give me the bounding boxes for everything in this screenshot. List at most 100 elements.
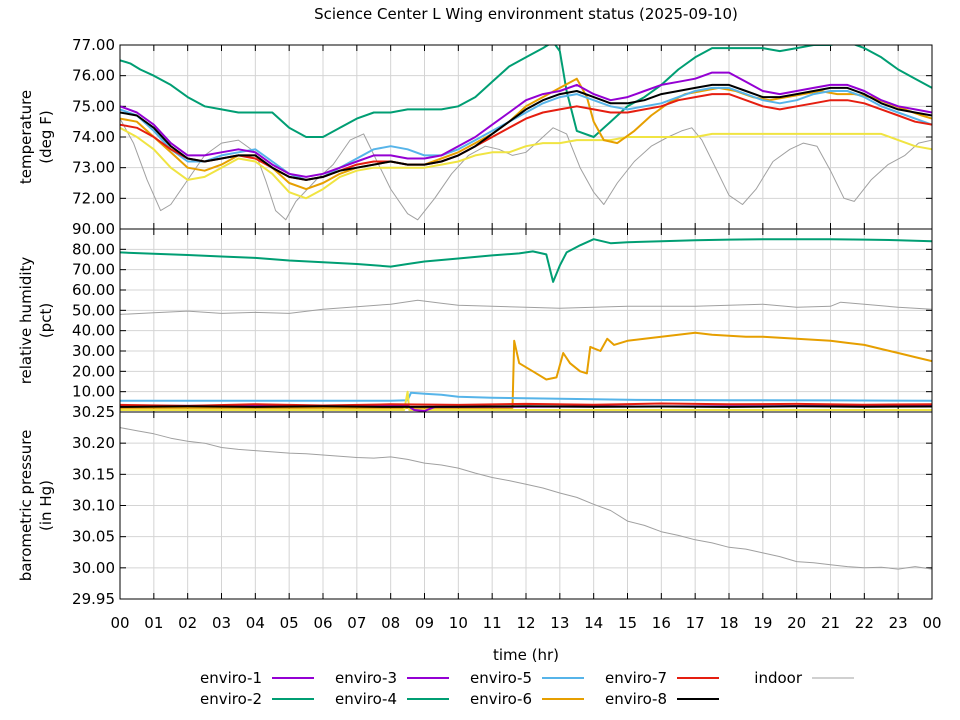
legend-item: enviro-3 — [335, 669, 449, 687]
y-tick-label: 76.00 — [72, 67, 115, 85]
y-tick-label: 40.00 — [72, 322, 115, 340]
x-tick-label: 20 — [787, 614, 806, 632]
y-tick-label: 60.00 — [72, 281, 115, 299]
x-tick-label: 05 — [280, 614, 299, 632]
y-tick-label: 90.00 — [72, 220, 115, 238]
x-tick-label: 04 — [246, 614, 265, 632]
legend-item: enviro-2 — [200, 690, 314, 708]
x-tick-label: 17 — [686, 614, 705, 632]
series-line-indoor — [120, 299, 932, 315]
x-tick-label: 11 — [483, 614, 502, 632]
y-tick-label: 72.00 — [72, 189, 115, 207]
legend-label: enviro-6 — [470, 690, 532, 708]
y-tick-label: 70.00 — [72, 261, 115, 279]
x-tick-label: 23 — [889, 614, 908, 632]
y-tick-label: 50.00 — [72, 301, 115, 319]
y-tick-label: 30.15 — [72, 465, 115, 483]
x-tick-label: 14 — [584, 614, 603, 632]
y-axis-label-line: (pct) — [37, 303, 55, 338]
x-tick-label: 18 — [719, 614, 738, 632]
x-tick-label: 07 — [347, 614, 366, 632]
y-tick-label: 77.00 — [72, 36, 115, 54]
y-axis-label: relative humidity (pct) — [17, 257, 55, 385]
legend-label: enviro-2 — [200, 690, 262, 708]
y-tick-label: 80.00 — [72, 240, 115, 258]
series-line-enviro-7 — [120, 390, 932, 411]
x-tick-label: 01 — [144, 614, 163, 632]
series-group — [120, 45, 932, 221]
y-tick-label: 73.00 — [72, 159, 115, 177]
y-tick-label: 10.00 — [72, 383, 115, 401]
y-axis-label-line: temperature — [17, 90, 35, 184]
x-tick-label: 00 — [110, 614, 129, 632]
legend-item: enviro-5 — [470, 669, 584, 687]
y-tick-label: 30.00 — [72, 559, 115, 577]
y-tick-label: 74.00 — [72, 128, 115, 146]
y-axis-label-line: (in Hg) — [37, 480, 55, 531]
x-tick-label: 21 — [821, 614, 840, 632]
legend-item: enviro-6 — [470, 690, 584, 708]
x-tick-label: 09 — [415, 614, 434, 632]
x-axis: 00 01 02 03 04 05 06 07 08 09 10 11 12 13 14 15 16 17 18 19… — [110, 614, 941, 632]
series-line-enviro-8 — [120, 405, 932, 408]
x-tick-label: 16 — [652, 614, 671, 632]
series-line-enviro-6 — [120, 331, 932, 409]
x-tick-label: 02 — [178, 614, 197, 632]
series-line-enviro-7b — [120, 93, 932, 181]
panel-humidity: 10.00 20.00 30.00 40.00 50.00 60.00 70.00 80.00… — [17, 220, 933, 413]
series-line-enviro-2 — [120, 45, 932, 138]
y-tick-label: 30.10 — [72, 497, 115, 515]
x-tick-label: 13 — [550, 614, 569, 632]
x-tick-label: 00 — [922, 614, 941, 632]
series-line-indoor — [120, 427, 932, 570]
y-tick-label: 30.05 — [72, 528, 115, 546]
series-line-enviro-7b — [120, 402, 932, 407]
legend-label: enviro-4 — [335, 690, 397, 708]
series-line-enviro-8 — [120, 83, 932, 181]
legend-item: enviro-1 — [200, 669, 314, 687]
y-tick-label: 29.95 — [72, 590, 115, 608]
legend-label: enviro-1 — [200, 669, 262, 687]
legend-label: enviro-8 — [605, 690, 667, 708]
x-axis-label: time (hr) — [493, 646, 559, 664]
legend: enviro-1 enviro-2 enviro-3 enviro-4 enviro-5… — [200, 669, 854, 708]
y-tick-label: 30.00 — [72, 342, 115, 360]
y-axis-label: barometric pressure (in Hg) — [17, 430, 55, 582]
series-line-enviro-1 — [120, 71, 932, 178]
legend-item: indoor — [754, 669, 854, 687]
legend-label: enviro-5 — [470, 669, 532, 687]
x-tick-label: 12 — [516, 614, 535, 632]
series-line-enviro-7 — [120, 126, 932, 200]
y-tick-label: 75.00 — [72, 97, 115, 115]
y-axis-label-line: relative humidity — [17, 257, 35, 385]
chart-title: Science Center L Wing environment status… — [314, 5, 738, 23]
x-tick-label: 22 — [855, 614, 874, 632]
series-group — [120, 427, 932, 570]
series-line-enviro-2 — [120, 238, 932, 283]
legend-label: enviro-7 — [605, 669, 667, 687]
panel-pressure: 29.95 30.00 30.05 30.10 30.15 30.20 30.25 barom… — [17, 403, 933, 608]
x-tick-label: 03 — [212, 614, 231, 632]
x-tick-label: 15 — [618, 614, 637, 632]
plot-border — [119, 411, 933, 600]
y-axis-label-line: barometric pressure — [17, 430, 35, 582]
x-tick-label: 10 — [449, 614, 468, 632]
y-tick-label: 30.25 — [72, 403, 115, 421]
legend-label: indoor — [754, 669, 803, 687]
y-axis-label: temperature (deg F) — [17, 90, 55, 184]
y-tick-label: 30.20 — [72, 434, 115, 452]
legend-item: enviro-4 — [335, 690, 449, 708]
series-line-enviro-5 — [120, 86, 932, 181]
legend-item: enviro-8 — [605, 690, 719, 708]
plot-panels: 72.00 73.00 74.00 75.00 76.00 77.00 temperatur… — [17, 36, 933, 608]
x-tick-label: 06 — [313, 614, 332, 632]
x-tick-label: 19 — [753, 614, 772, 632]
y-tick-label: 20.00 — [72, 362, 115, 380]
legend-label: enviro-3 — [335, 669, 397, 687]
series-group — [120, 238, 932, 412]
series-line-enviro-5 — [120, 391, 932, 402]
panel-temperature: 72.00 73.00 74.00 75.00 76.00 77.00 temperatur… — [17, 36, 933, 230]
x-tick-label: 08 — [381, 614, 400, 632]
y-axis-label-line: (deg F) — [37, 110, 55, 163]
